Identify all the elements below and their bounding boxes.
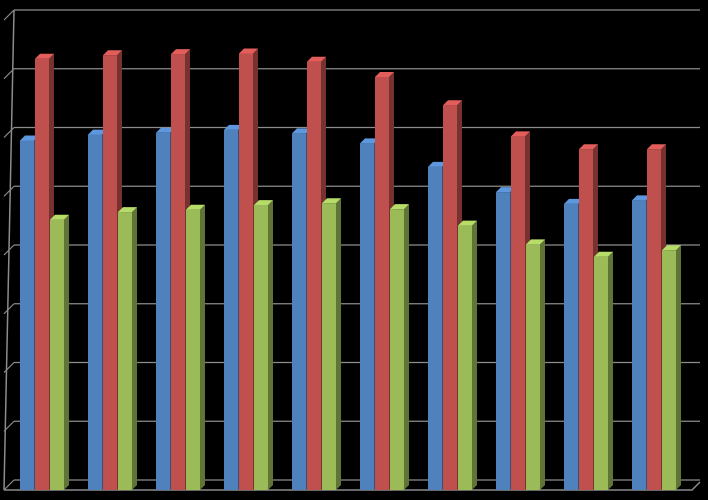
bar-side xyxy=(200,204,205,490)
bar xyxy=(662,245,681,490)
bar-side xyxy=(132,207,137,491)
bar xyxy=(526,239,545,490)
gridline-wall xyxy=(3,185,15,197)
bar-top xyxy=(20,135,39,141)
bar-front xyxy=(254,205,268,490)
bar-front xyxy=(428,166,442,490)
bar xyxy=(594,251,613,490)
bar-front xyxy=(307,61,321,491)
bar-front xyxy=(171,54,185,490)
bar-side xyxy=(676,245,681,490)
bar-front xyxy=(20,140,34,490)
bar-top xyxy=(594,251,613,257)
bar-top xyxy=(50,214,69,220)
gridline-wall xyxy=(3,9,15,21)
bar-top xyxy=(662,245,681,251)
bar-top xyxy=(35,53,54,59)
bar-top xyxy=(375,71,394,77)
bar-front xyxy=(579,149,593,490)
bar xyxy=(118,207,137,491)
gridline-wall xyxy=(3,362,15,373)
bar xyxy=(390,204,409,491)
bar-front xyxy=(496,192,510,490)
bar-top xyxy=(390,204,409,210)
bar-top xyxy=(428,161,447,167)
bar-front xyxy=(292,133,306,490)
bar-front xyxy=(156,132,170,491)
bar-front xyxy=(458,225,472,490)
bar-front xyxy=(360,143,374,490)
bar-side xyxy=(336,198,341,491)
bar-top xyxy=(88,129,107,135)
bar-front xyxy=(662,250,676,490)
bar-front xyxy=(118,212,132,491)
bar-front xyxy=(322,203,336,491)
bar-front xyxy=(390,209,404,491)
gridline-wall xyxy=(3,68,15,80)
bar-top xyxy=(360,138,379,144)
bar-top xyxy=(186,204,205,210)
gridline-wall xyxy=(3,420,15,432)
bar-side xyxy=(472,220,477,490)
bar xyxy=(254,200,273,490)
bar xyxy=(322,198,341,491)
bar-front xyxy=(50,219,64,490)
bar-top xyxy=(171,49,190,55)
bar-top xyxy=(156,127,175,133)
bar-top xyxy=(307,56,326,62)
bar-front xyxy=(35,58,49,491)
bar-top xyxy=(647,144,666,150)
bar-front xyxy=(511,136,525,490)
bar-top xyxy=(239,48,258,54)
bar-top xyxy=(103,50,122,56)
bar-top xyxy=(254,200,273,206)
bar-front xyxy=(443,105,457,490)
bar-front xyxy=(564,203,578,490)
bar-top xyxy=(564,198,583,204)
bar-front xyxy=(594,256,608,490)
bar-front xyxy=(239,53,253,491)
bar-top xyxy=(458,220,477,226)
bar xyxy=(186,204,205,490)
bars xyxy=(20,48,681,491)
bar-front xyxy=(375,76,389,491)
bar-top xyxy=(526,239,545,245)
bar-top xyxy=(496,187,515,193)
bar-side xyxy=(268,200,273,490)
bar-top xyxy=(292,128,311,134)
bar-front xyxy=(526,244,540,490)
bar-top xyxy=(511,131,530,137)
bar-front xyxy=(224,129,238,491)
bar-front xyxy=(186,209,200,490)
bar-side xyxy=(64,214,69,490)
bar-top xyxy=(118,207,137,213)
bar-front xyxy=(88,134,102,490)
bar-side xyxy=(540,239,545,490)
bar-top xyxy=(322,198,341,204)
bar-top xyxy=(632,195,651,201)
gridline-wall xyxy=(3,479,15,491)
bar-front xyxy=(647,149,661,490)
bar xyxy=(50,214,69,490)
bar-side xyxy=(404,204,409,491)
bar-top xyxy=(224,124,243,130)
bar-top xyxy=(443,100,462,106)
bar-side xyxy=(608,251,613,490)
bar-front xyxy=(632,200,646,491)
gridline-wall xyxy=(3,127,15,138)
gridline-wall xyxy=(3,303,15,315)
bar-top xyxy=(579,144,598,150)
bar xyxy=(458,220,477,490)
gridline-wall xyxy=(3,244,15,256)
bar-front xyxy=(103,55,117,490)
